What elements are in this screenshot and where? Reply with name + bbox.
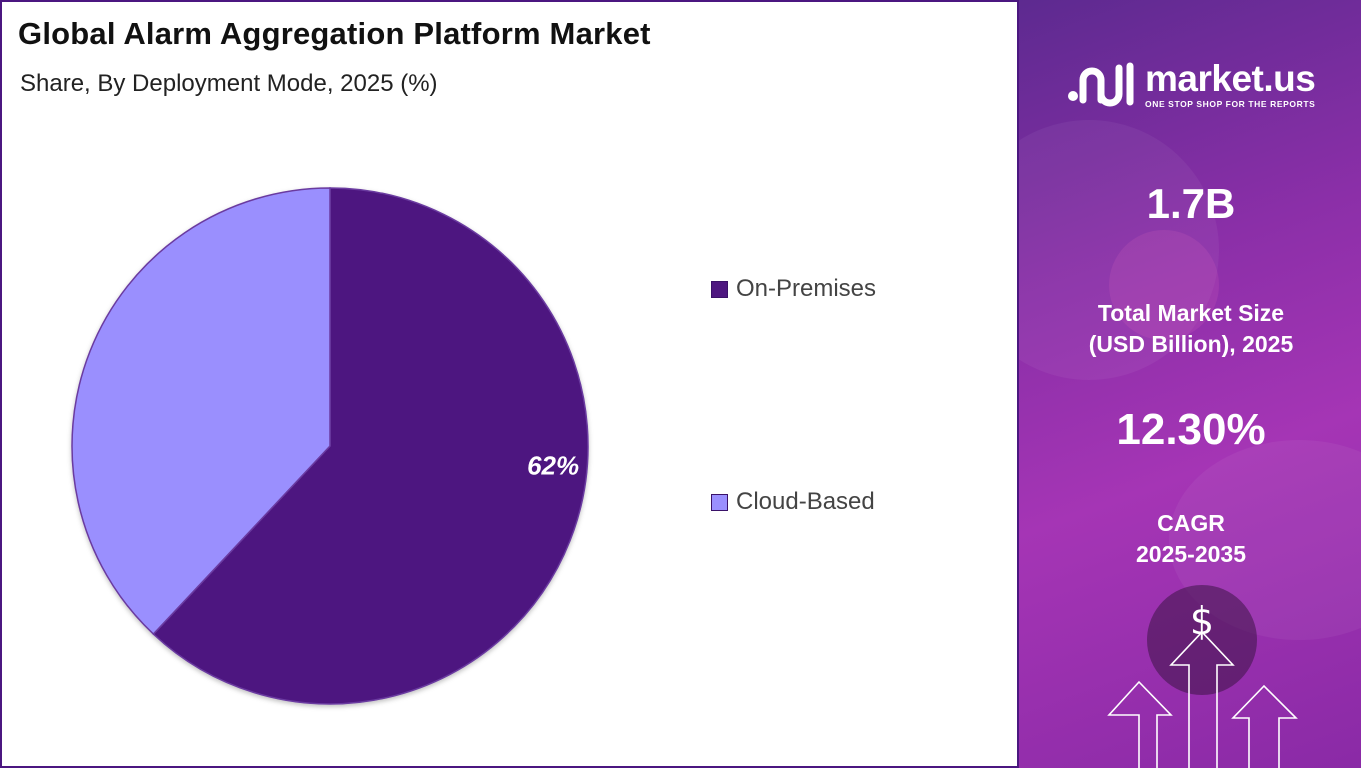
market-size-label-line2: (USD Billion), 2025 bbox=[1088, 331, 1294, 357]
cagr-label-line1: CAGR bbox=[1157, 510, 1225, 536]
market-size-label-line1: Total Market Size bbox=[1097, 300, 1285, 326]
pie-slice-on-premises bbox=[152, 187, 589, 705]
legend-item-cloud-based: Cloud-Based bbox=[711, 487, 875, 517]
cagr-label: CAGR 2025-2035 bbox=[1019, 508, 1361, 570]
cagr-label-line2: 2025-2035 bbox=[1136, 541, 1246, 567]
arrow-up-icon bbox=[1169, 630, 1235, 768]
data-label-on-premises: 62% bbox=[527, 451, 579, 481]
chart-title: Global Alarm Aggregation Platform Market bbox=[18, 16, 651, 51]
logo-tagline: ONE STOP SHOP FOR THE REPORTS bbox=[1145, 98, 1316, 109]
legend-swatch-cloud-based bbox=[711, 493, 728, 511]
pie-slice-cloud-based bbox=[71, 187, 331, 636]
arrow-up-icon bbox=[1231, 684, 1298, 768]
legend-label-cloud-based: Cloud-Based bbox=[736, 488, 875, 515]
cagr-value: 12.30% bbox=[1116, 405, 1266, 454]
pie-chart: 62% bbox=[71, 187, 589, 705]
growth-arrows-decoration: $ bbox=[1107, 599, 1298, 768]
legend-swatch-on-premises bbox=[711, 280, 728, 298]
legend-label-on-premises: On-Premises bbox=[736, 275, 877, 302]
chart-subtitle: Share, By Deployment Mode, 2025 (%) bbox=[20, 70, 438, 97]
arrow-up-icon bbox=[1107, 680, 1173, 768]
background-blob bbox=[1019, 120, 1219, 380]
market-us-logo: market.us ONE STOP SHOP FOR THE REPORTS bbox=[1067, 57, 1316, 110]
background-blob bbox=[1109, 230, 1219, 340]
market-size-value: 1.7B bbox=[1146, 180, 1236, 227]
logo-name: market.us bbox=[1145, 57, 1316, 99]
coin-circle bbox=[1147, 585, 1257, 695]
legend-item-on-premises: On-Premises bbox=[711, 274, 876, 304]
dollar-icon: $ bbox=[1190, 599, 1214, 643]
chart-panel: Global Alarm Aggregation Platform Market… bbox=[0, 0, 1017, 768]
logo-icon bbox=[1068, 62, 1134, 107]
market-size-label: Total Market Size (USD Billion), 2025 bbox=[1019, 298, 1361, 360]
stats-sidebar: market.us ONE STOP SHOP FOR THE REPORTS … bbox=[1017, 0, 1361, 768]
